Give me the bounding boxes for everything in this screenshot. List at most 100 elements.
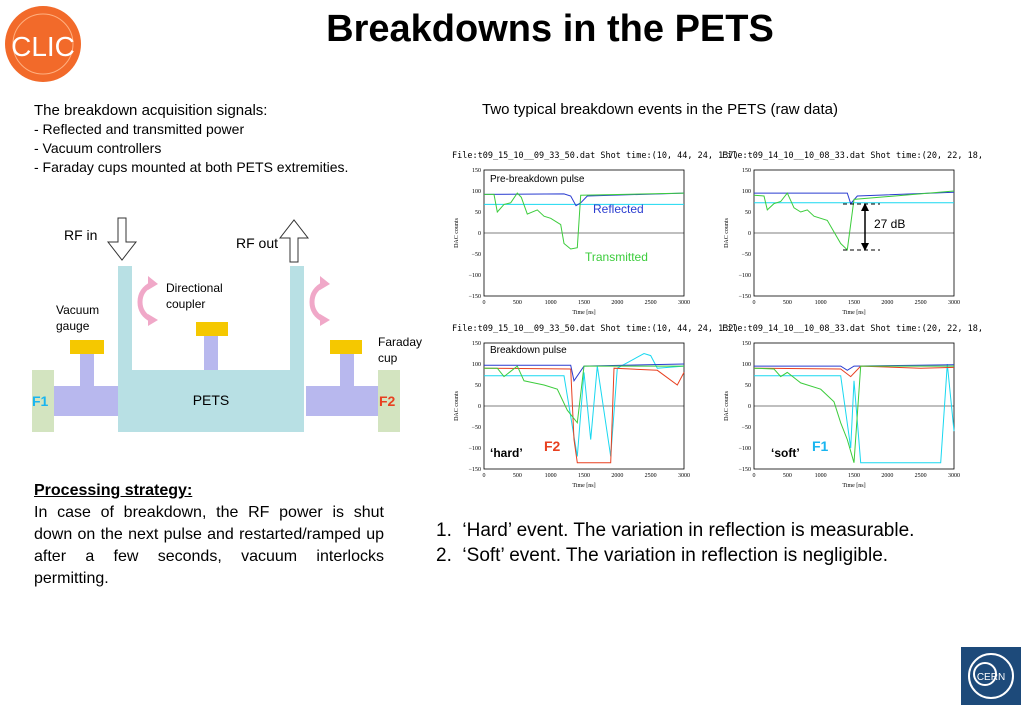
y-tick-label: 50 — [745, 383, 751, 389]
x-tick-label: 500 — [783, 473, 792, 479]
y-tick-label: −150 — [469, 467, 481, 473]
vacuum-gauge-label: gauge — [56, 319, 90, 333]
y-axis-label: DAC counts — [454, 217, 460, 247]
list-number: 1. — [436, 520, 452, 541]
intro-item: - Faraday cups mounted at both PETS extr… — [34, 159, 349, 175]
x-tick-label: 500 — [513, 473, 522, 479]
clic-logo: CLIC — [4, 4, 82, 89]
y-tick-label: −100 — [469, 273, 481, 279]
list-number: 2. — [436, 545, 452, 566]
y-axis-label: DAC counts — [724, 390, 730, 420]
y-tick-label: −50 — [472, 252, 481, 258]
y-tick-label: −50 — [742, 425, 751, 431]
intro-heading: The breakdown acquisition signals: — [34, 102, 268, 119]
rf-in-label: RF in — [64, 227, 97, 243]
hard-label: ‘hard’ — [490, 446, 523, 460]
y-tick-label: 100 — [742, 189, 751, 195]
vacuum-gauge-center — [196, 322, 228, 336]
f1-plot-label: F1 — [812, 438, 829, 454]
plot-panel: File:t09_15_10__09_33_50.dat Shot time:(… — [452, 324, 739, 489]
x-tick-label: 3000 — [678, 473, 690, 479]
arrowhead — [861, 203, 869, 211]
strategy-text: In case of breakdown, the RF power is sh… — [34, 504, 384, 587]
y-tick-label: 0 — [748, 404, 751, 410]
y-tick-label: 100 — [472, 362, 481, 368]
trace-line — [754, 363, 955, 464]
breakdown-plots: File:t09_15_10__09_33_50.dat Shot time:(… — [452, 151, 988, 489]
faraday-cup-f1 — [32, 370, 54, 432]
x-axis-label: Time [ns] — [842, 483, 865, 489]
x-tick-label: 0 — [753, 473, 756, 479]
plot-panel: File:t09_14_10__10_08_33.dat Shot time:(… — [722, 324, 988, 489]
y-tick-label: −100 — [739, 273, 751, 279]
faraday-cup-f2 — [378, 370, 400, 432]
soft-label: ‘soft’ — [771, 446, 800, 460]
gauge-stem — [340, 352, 354, 388]
x-tick-label: 2000 — [611, 473, 623, 479]
cern-logo-text: CERN — [977, 672, 1005, 683]
x-tick-label: 2000 — [881, 300, 893, 306]
x-tick-label: 2500 — [915, 473, 927, 479]
db-label: 27 dB — [874, 217, 905, 231]
x-tick-label: 1500 — [848, 300, 860, 306]
arrowhead — [320, 276, 330, 290]
rf-in-arrow — [106, 217, 138, 261]
rf-out-label: RF out — [236, 235, 278, 251]
coupler-label: Directional — [166, 281, 223, 295]
trace-line — [484, 192, 685, 250]
y-tick-label: 0 — [478, 231, 481, 237]
trace-line — [753, 365, 955, 378]
y-tick-label: 100 — [472, 189, 481, 195]
x-tick-label: 500 — [783, 300, 792, 306]
breakdown-pulse-label: Breakdown pulse — [490, 345, 567, 356]
x-tick-label: 3000 — [678, 300, 690, 306]
intro-item: - Reflected and transmitted power — [34, 121, 245, 137]
trace-line — [484, 365, 684, 425]
y-tick-label: 50 — [475, 210, 481, 216]
intro-item: - Vacuum controllers — [34, 140, 162, 156]
trace-line — [753, 190, 955, 251]
left-pipe — [54, 386, 128, 416]
trace-line — [484, 363, 685, 383]
gauge-stem — [204, 334, 218, 370]
plot-panel: File:t09_14_10__10_08_33.dat Shot time:(… — [722, 151, 988, 316]
x-tick-label: 1000 — [815, 300, 827, 306]
pre-breakdown-label: Pre-breakdown pulse — [490, 174, 585, 185]
rf-input-arm — [118, 266, 132, 374]
coupler-arrow-right — [309, 281, 326, 323]
y-tick-label: 50 — [475, 383, 481, 389]
x-tick-label: 0 — [483, 300, 486, 306]
y-tick-label: 150 — [472, 341, 481, 347]
f2-label: F2 — [379, 393, 396, 409]
vacuum-gauge-label: Vacuum — [56, 303, 99, 317]
trace-line — [483, 192, 685, 207]
x-tick-label: 0 — [753, 300, 756, 306]
trace-line — [753, 365, 954, 463]
y-axis-label: DAC counts — [724, 217, 730, 247]
cern-logo: CERN — [961, 647, 1021, 710]
plots-heading: Two typical breakdown events in the PETS… — [482, 101, 839, 118]
plot-panel: File:t09_15_10__09_33_50.dat Shot time:(… — [452, 151, 739, 316]
x-tick-label: 1000 — [545, 473, 557, 479]
pets-diagram: RF in RF out Directional coupler Vacuum … — [32, 217, 422, 432]
trace-line — [483, 367, 685, 464]
faraday-cup-label: cup — [378, 351, 398, 365]
f2-plot-label: F2 — [544, 438, 561, 454]
plot-file-label: File:t09_14_10__10_08_33.dat Shot time:(… — [722, 151, 988, 161]
event-list: 1. ‘Hard’ event. The variation in reflec… — [436, 518, 914, 568]
y-axis-label: DAC counts — [454, 390, 460, 420]
plot-file-label: File:t09_14_10__10_08_33.dat Shot time:(… — [722, 324, 988, 334]
list-item: 2. ‘Soft’ event. The variation in reflec… — [436, 543, 914, 568]
y-tick-label: −50 — [742, 252, 751, 258]
clic-logo-text: CLIC — [11, 31, 75, 62]
y-tick-label: 50 — [745, 210, 751, 216]
page-title: Breakdowns in the PETS — [326, 8, 774, 50]
x-tick-label: 0 — [483, 473, 486, 479]
x-tick-label: 2000 — [611, 300, 623, 306]
y-tick-label: 100 — [742, 362, 751, 368]
x-tick-label: 2500 — [915, 300, 927, 306]
strategy-section: Processing strategy: In case of breakdow… — [34, 480, 384, 590]
plot-file-label: File:t09_15_10__09_33_50.dat Shot time:(… — [452, 324, 739, 334]
y-tick-label: −150 — [739, 294, 751, 300]
x-tick-label: 1000 — [815, 473, 827, 479]
